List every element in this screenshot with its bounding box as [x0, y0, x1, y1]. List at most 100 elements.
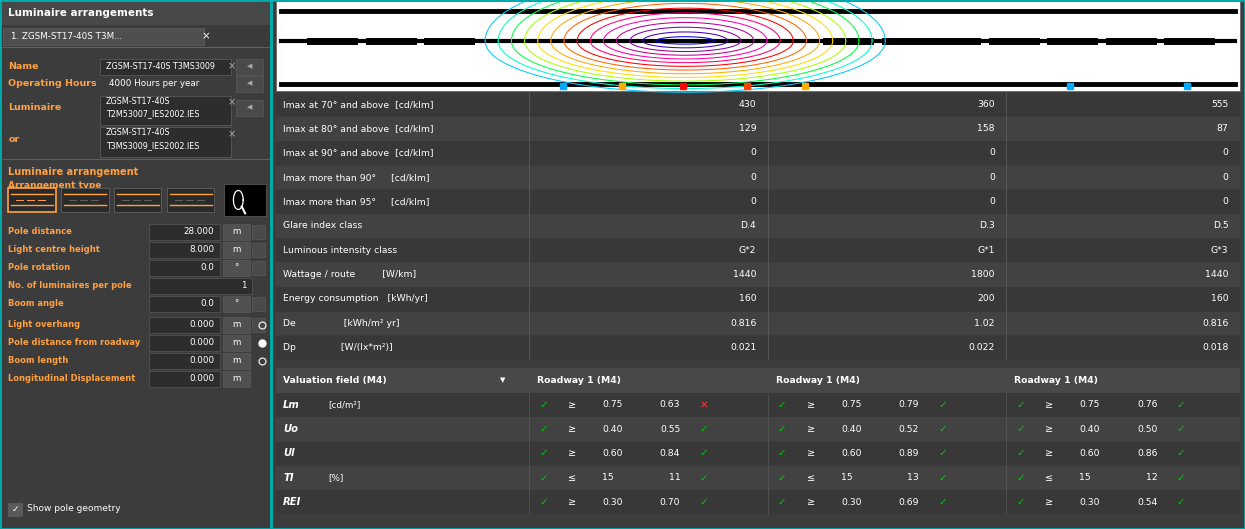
Text: 0.40: 0.40	[603, 425, 622, 434]
Text: 0.000: 0.000	[189, 320, 214, 330]
Text: 15: 15	[1079, 473, 1091, 482]
Bar	[276, 417, 1240, 441]
Text: ✕: ✕	[700, 400, 708, 410]
Text: 28.000: 28.000	[184, 227, 214, 236]
Text: ZGSM-ST17-40S T3MS3009: ZGSM-ST17-40S T3MS3009	[106, 61, 215, 71]
Text: ✓: ✓	[939, 473, 947, 483]
Text: Ul: Ul	[283, 449, 295, 459]
Text: Luminaire arrangements: Luminaire arrangements	[9, 8, 153, 17]
Text: 0.55: 0.55	[660, 425, 680, 434]
Text: 15: 15	[603, 473, 614, 482]
Text: 0: 0	[751, 172, 756, 182]
Text: m: m	[232, 320, 240, 330]
Text: or: or	[9, 134, 20, 144]
Bar	[276, 442, 1240, 466]
Text: ✓: ✓	[700, 497, 708, 507]
Text: 200: 200	[977, 294, 995, 304]
Text: 4000 Hours per year: 4000 Hours per year	[108, 78, 199, 88]
Bar	[237, 76, 263, 92]
Text: 1440: 1440	[1205, 270, 1229, 279]
Text: Imax more than 90°     [cd/klm]: Imax more than 90° [cd/klm]	[283, 172, 430, 182]
Bar	[149, 242, 220, 258]
Text: Dp               [W/(lx*m²)]: Dp [W/(lx*m²)]	[283, 343, 392, 352]
Text: 0: 0	[989, 172, 995, 182]
Text: 158: 158	[977, 124, 995, 133]
Text: ✓: ✓	[1177, 424, 1185, 434]
Text: Luminaire: Luminaire	[9, 103, 61, 112]
Text: Pole distance from roadway: Pole distance from roadway	[9, 338, 141, 348]
Text: m: m	[232, 374, 240, 384]
Text: 0.816: 0.816	[730, 318, 756, 328]
Text: ≤: ≤	[1046, 473, 1053, 483]
Text: 0.40: 0.40	[1079, 425, 1101, 434]
Text: ✓: ✓	[539, 400, 548, 410]
Bar	[253, 243, 265, 257]
Text: 0.30: 0.30	[1079, 498, 1101, 507]
Text: ≥: ≥	[807, 424, 815, 434]
Bar	[149, 335, 220, 351]
Text: Valuation field (M4): Valuation field (M4)	[283, 376, 387, 385]
Text: 12: 12	[1145, 473, 1158, 482]
Text: 0.30: 0.30	[840, 498, 862, 507]
Text: REI: REI	[283, 497, 301, 507]
Text: 13: 13	[908, 473, 919, 482]
Text: Wattage / route         [W/km]: Wattage / route [W/km]	[283, 270, 416, 279]
Text: m: m	[232, 227, 240, 236]
Bar	[223, 353, 250, 369]
Text: Uo: Uo	[283, 424, 298, 434]
Text: 160: 160	[1211, 294, 1229, 304]
Bar	[61, 188, 108, 212]
Text: ▼: ▼	[500, 377, 505, 384]
Text: ✓: ✓	[1016, 400, 1025, 410]
Text: De                [kWh/m² yr]: De [kWh/m² yr]	[283, 318, 400, 328]
Text: ◀: ◀	[247, 63, 253, 69]
Text: ✓: ✓	[1177, 400, 1185, 410]
Text: 1. ZGSM-ST17-40S T3M...: 1. ZGSM-ST17-40S T3M...	[11, 32, 122, 41]
Text: Glare index class: Glare index class	[283, 221, 362, 231]
Bar	[0, 0, 271, 25]
Text: 0: 0	[989, 148, 995, 158]
Text: ×: ×	[202, 32, 210, 41]
Text: Roadway 1 (M4): Roadway 1 (M4)	[537, 376, 621, 385]
Bar	[149, 317, 220, 333]
Text: 0: 0	[989, 197, 995, 206]
Text: 8.000: 8.000	[189, 245, 214, 254]
Text: Light centre height: Light centre height	[9, 245, 100, 254]
Bar	[276, 190, 1240, 214]
Text: ✓: ✓	[939, 497, 947, 507]
Text: 0.54: 0.54	[1137, 498, 1158, 507]
Text: ✓: ✓	[1016, 449, 1025, 459]
Text: ×: ×	[228, 129, 237, 139]
Text: G*2: G*2	[738, 245, 756, 255]
Text: ≤: ≤	[569, 473, 576, 483]
Text: 0: 0	[751, 148, 756, 158]
Bar	[2, 28, 204, 45]
Text: Arrangement type: Arrangement type	[9, 180, 102, 190]
Text: ✓: ✓	[778, 400, 787, 410]
Bar	[276, 287, 1240, 311]
Text: ✓: ✓	[778, 473, 787, 483]
Text: Boom length: Boom length	[9, 356, 68, 366]
Text: ×: ×	[228, 61, 237, 71]
Text: ✓: ✓	[700, 449, 708, 459]
Bar	[101, 127, 230, 157]
Text: 0.816: 0.816	[1203, 318, 1229, 328]
Text: T3MS3009_IES2002.IES: T3MS3009_IES2002.IES	[106, 141, 199, 150]
Text: 0.0: 0.0	[200, 263, 214, 272]
Text: 0.018: 0.018	[1203, 343, 1229, 352]
Text: ✓: ✓	[1016, 424, 1025, 434]
Bar	[223, 371, 250, 387]
Text: 430: 430	[738, 99, 756, 109]
Text: 0.40: 0.40	[840, 425, 862, 434]
Bar	[237, 100, 263, 116]
Bar	[149, 260, 220, 276]
Bar	[276, 93, 1240, 116]
Text: ✓: ✓	[539, 473, 548, 483]
Text: 0.022: 0.022	[969, 343, 995, 352]
Text: 0.70: 0.70	[660, 498, 680, 507]
Text: 0.60: 0.60	[603, 449, 622, 458]
Bar	[149, 353, 220, 369]
Text: 0: 0	[751, 197, 756, 206]
Text: 0.76: 0.76	[1137, 400, 1158, 409]
Text: [%]: [%]	[327, 473, 344, 482]
